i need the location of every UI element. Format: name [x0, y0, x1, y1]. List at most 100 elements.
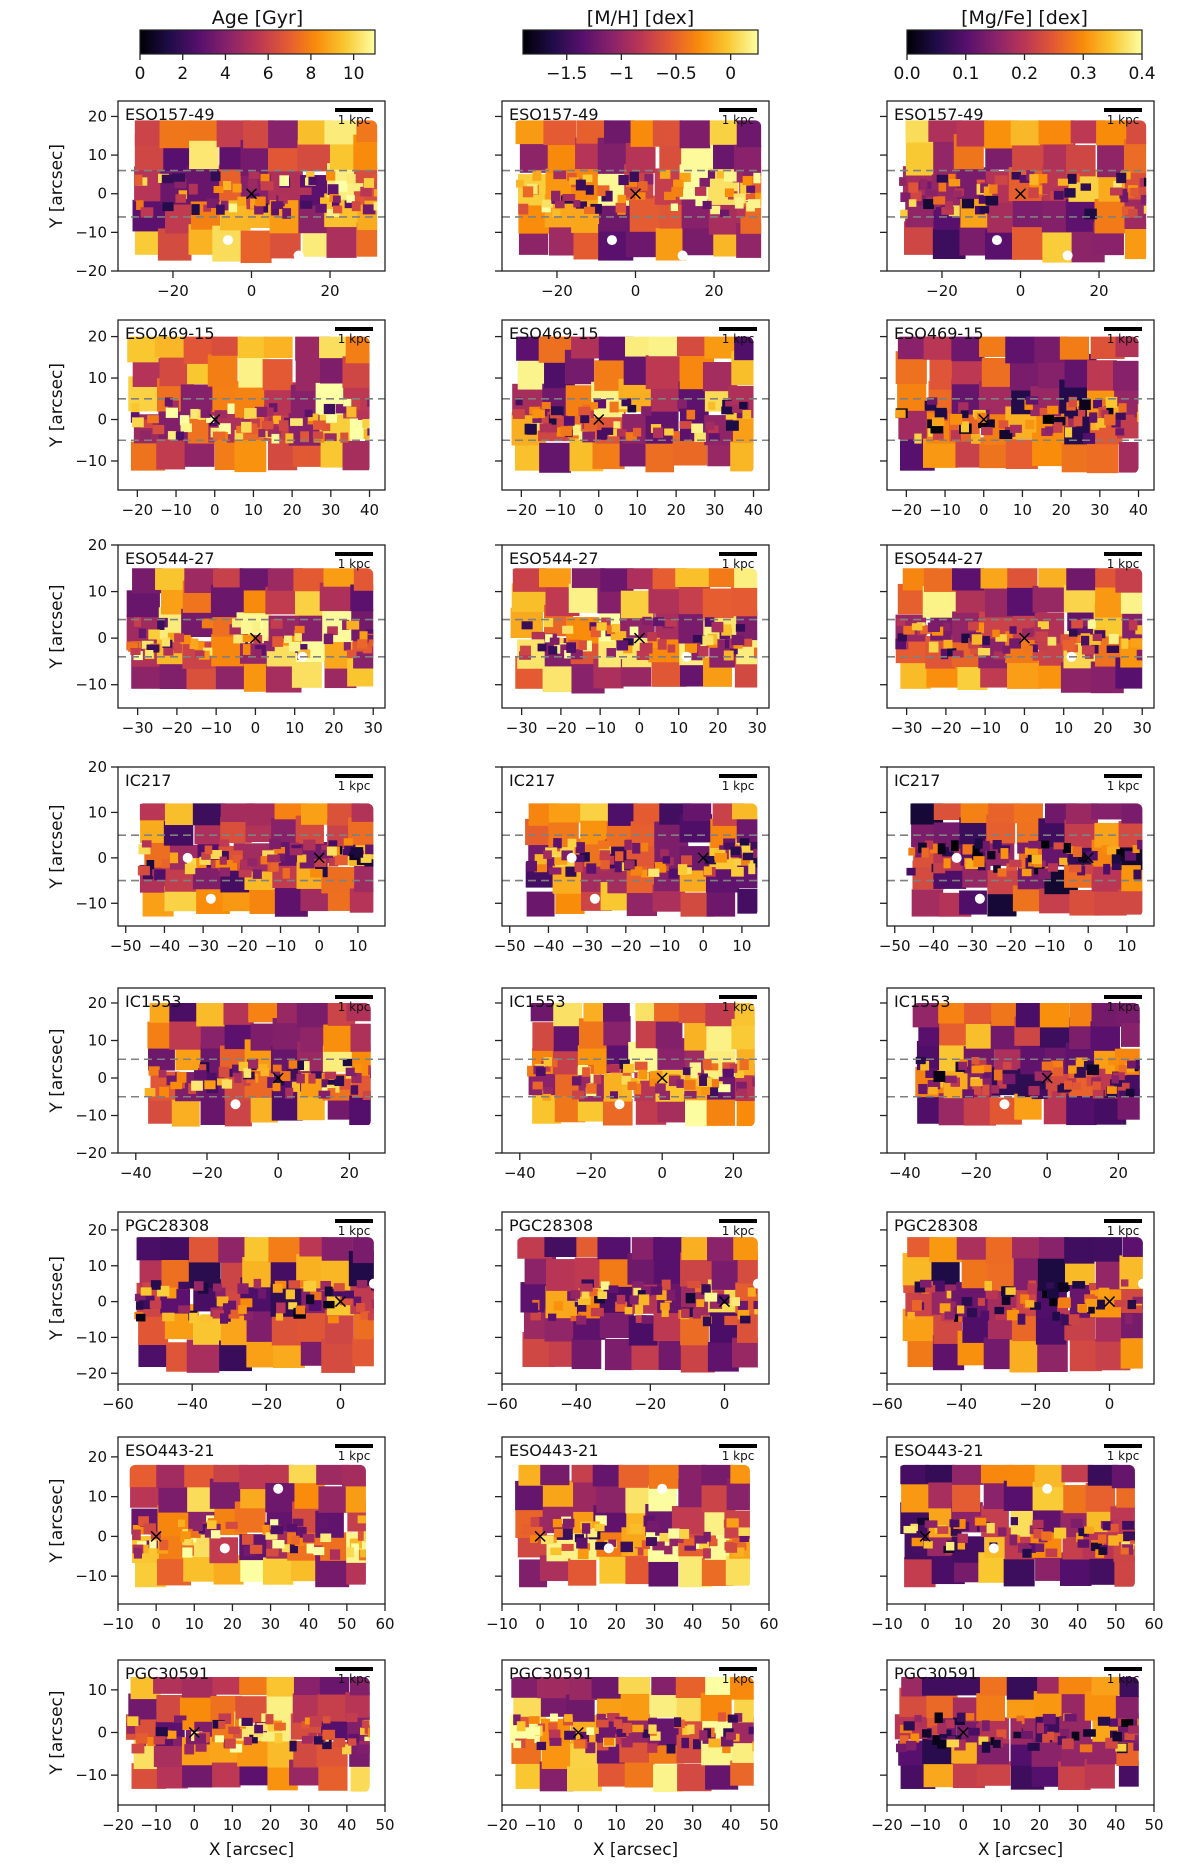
voronoi-bin-fine — [1047, 405, 1059, 415]
voronoi-bin-fine — [536, 1067, 546, 1076]
voronoi-bin-fine — [541, 204, 551, 213]
voronoi-bin-fine — [326, 846, 337, 856]
voronoi-bin-fine — [142, 1282, 154, 1292]
voronoi-bin — [129, 1464, 161, 1488]
x-tick-label: 20 — [1109, 1164, 1128, 1182]
voronoi-bin-fine — [731, 1297, 741, 1307]
voronoi-bin-fine — [162, 202, 174, 212]
y-axis-label: Y [arcsec] — [47, 804, 67, 889]
voronoi-bin-fine — [932, 1735, 941, 1745]
voronoi-bin — [1126, 120, 1147, 145]
panel-eso157-49-mgfe: ESO157-49 1 kpc−20 0 20 — [880, 100, 1155, 300]
voronoi-bin-fine — [367, 1312, 374, 1321]
voronoi-bin-fine — [311, 1071, 322, 1079]
voronoi-bin-fine — [586, 863, 597, 874]
voronoi-bin-fine — [742, 852, 754, 861]
voronoi-bin-fine — [543, 618, 554, 628]
voronoi-bin-fine — [923, 199, 935, 210]
x-tick-label: 0 — [631, 282, 641, 300]
voronoi-bin-fine — [271, 205, 279, 216]
voronoi-bin — [511, 1677, 544, 1698]
voronoi-bin-fine — [641, 406, 652, 416]
voronoi-bin-fine — [304, 409, 313, 418]
voronoi-bin — [139, 803, 168, 821]
voronoi-bin — [1118, 889, 1143, 915]
voronoi-bin-fine — [285, 433, 294, 444]
scale-bar-label: 1 kpc — [338, 1224, 371, 1238]
voronoi-bin-fine — [752, 1077, 755, 1087]
voronoi-bin — [268, 120, 299, 149]
voronoi-bin-fine — [138, 628, 146, 639]
voronoi-bin-fine — [946, 1739, 960, 1748]
voronoi-bin-fine — [1025, 396, 1039, 405]
voronoi-bin-fine — [259, 431, 272, 439]
voronoi-bin-fine — [725, 400, 733, 412]
voronoi-bin-fine — [1031, 627, 1041, 636]
voronoi-bin-fine — [981, 427, 993, 436]
voronoi-bin-fine — [579, 852, 590, 862]
colorbar: [M/H] [dex]−1.5 −1 −0.5 0 — [522, 7, 759, 84]
voronoi-bin-fine — [623, 1063, 634, 1073]
voronoi-bin-fine — [597, 840, 610, 849]
voronoi-bin-fine — [339, 1079, 351, 1090]
x-tick-label: 0 — [1016, 282, 1026, 300]
x-tick-label: −20 — [161, 719, 193, 737]
x-tick-label: −40 — [176, 1395, 208, 1413]
voronoi-bin-fine — [1095, 418, 1106, 428]
voronoi-bin-fine — [1047, 1731, 1055, 1741]
voronoi-bin-fine — [924, 400, 937, 411]
voronoi-bin-fine — [972, 1086, 981, 1095]
voronoi-bin — [321, 1237, 353, 1261]
voronoi-bin-fine — [548, 645, 559, 655]
voronoi-bins — [509, 1677, 754, 1793]
voronoi-bin-fine — [152, 424, 165, 435]
voronoi-bin-fine — [927, 622, 941, 632]
voronoi-bin-fine — [1045, 1548, 1058, 1558]
voronoi-bins — [137, 803, 374, 917]
voronoi-bin-fine — [620, 1541, 633, 1553]
voronoi-bin-fine — [543, 1057, 553, 1067]
voronoi-bin-fine — [660, 849, 669, 858]
y-tick-label: −10 — [75, 452, 107, 470]
x-tick-label: −20 — [541, 282, 573, 300]
voronoi-bin-fine — [1116, 849, 1125, 857]
voronoi-bin-fine — [1135, 625, 1143, 635]
voronoi-bin — [517, 1237, 553, 1259]
voronoi-bin-fine — [936, 1739, 947, 1749]
voronoi-bin — [580, 820, 609, 845]
x-tick-label: 0 — [720, 1395, 730, 1413]
voronoi-bin-fine — [227, 403, 235, 414]
y-tick-label: 10 — [88, 1681, 107, 1699]
voronoi-bin — [730, 441, 754, 472]
voronoi-bin — [1087, 1464, 1119, 1486]
voronoi-bin-fine — [537, 1516, 551, 1527]
voronoi-bin-fine — [1052, 1311, 1060, 1321]
voronoi-bin-fine — [299, 187, 312, 195]
x-tick-label: 10 — [348, 937, 367, 955]
voronoi-bin-fine — [333, 1283, 345, 1292]
voronoi-bin-fine — [346, 406, 357, 418]
voronoi-bin — [1003, 1558, 1035, 1587]
x-tick-label: 40 — [360, 501, 379, 519]
voronoi-bin-fine — [648, 868, 660, 877]
x-tick-label: −10 — [969, 719, 1001, 737]
voronoi-bin-fine — [524, 423, 537, 435]
voronoi-bin-fine — [1068, 1314, 1080, 1325]
voronoi-bin-fine — [530, 422, 544, 431]
voronoi-bin-fine — [639, 642, 653, 654]
voronoi-bin — [620, 590, 654, 619]
voronoi-bin-fine — [164, 397, 173, 407]
voronoi-bin-fine — [1075, 1057, 1088, 1069]
voronoi-bin-fine — [357, 1515, 366, 1524]
voronoi-bin — [923, 336, 954, 360]
voronoi-bin — [192, 803, 226, 826]
panel-eso443-21-age: ESO443-21 1 kpc−10 0 10 20 30 40 50 60−1001020Y … — [47, 1436, 395, 1633]
y-tick-label: 10 — [88, 369, 107, 387]
voronoi-bin-fine — [739, 401, 748, 409]
x-tick-label: 0 — [1042, 1164, 1052, 1182]
voronoi-bin-fine — [677, 864, 688, 875]
voronoi-bin-fine — [723, 650, 734, 661]
voronoi-bin-fine — [1010, 1517, 1019, 1526]
voronoi-bin-fine — [581, 1523, 591, 1534]
voronoi-bin — [901, 1481, 931, 1513]
